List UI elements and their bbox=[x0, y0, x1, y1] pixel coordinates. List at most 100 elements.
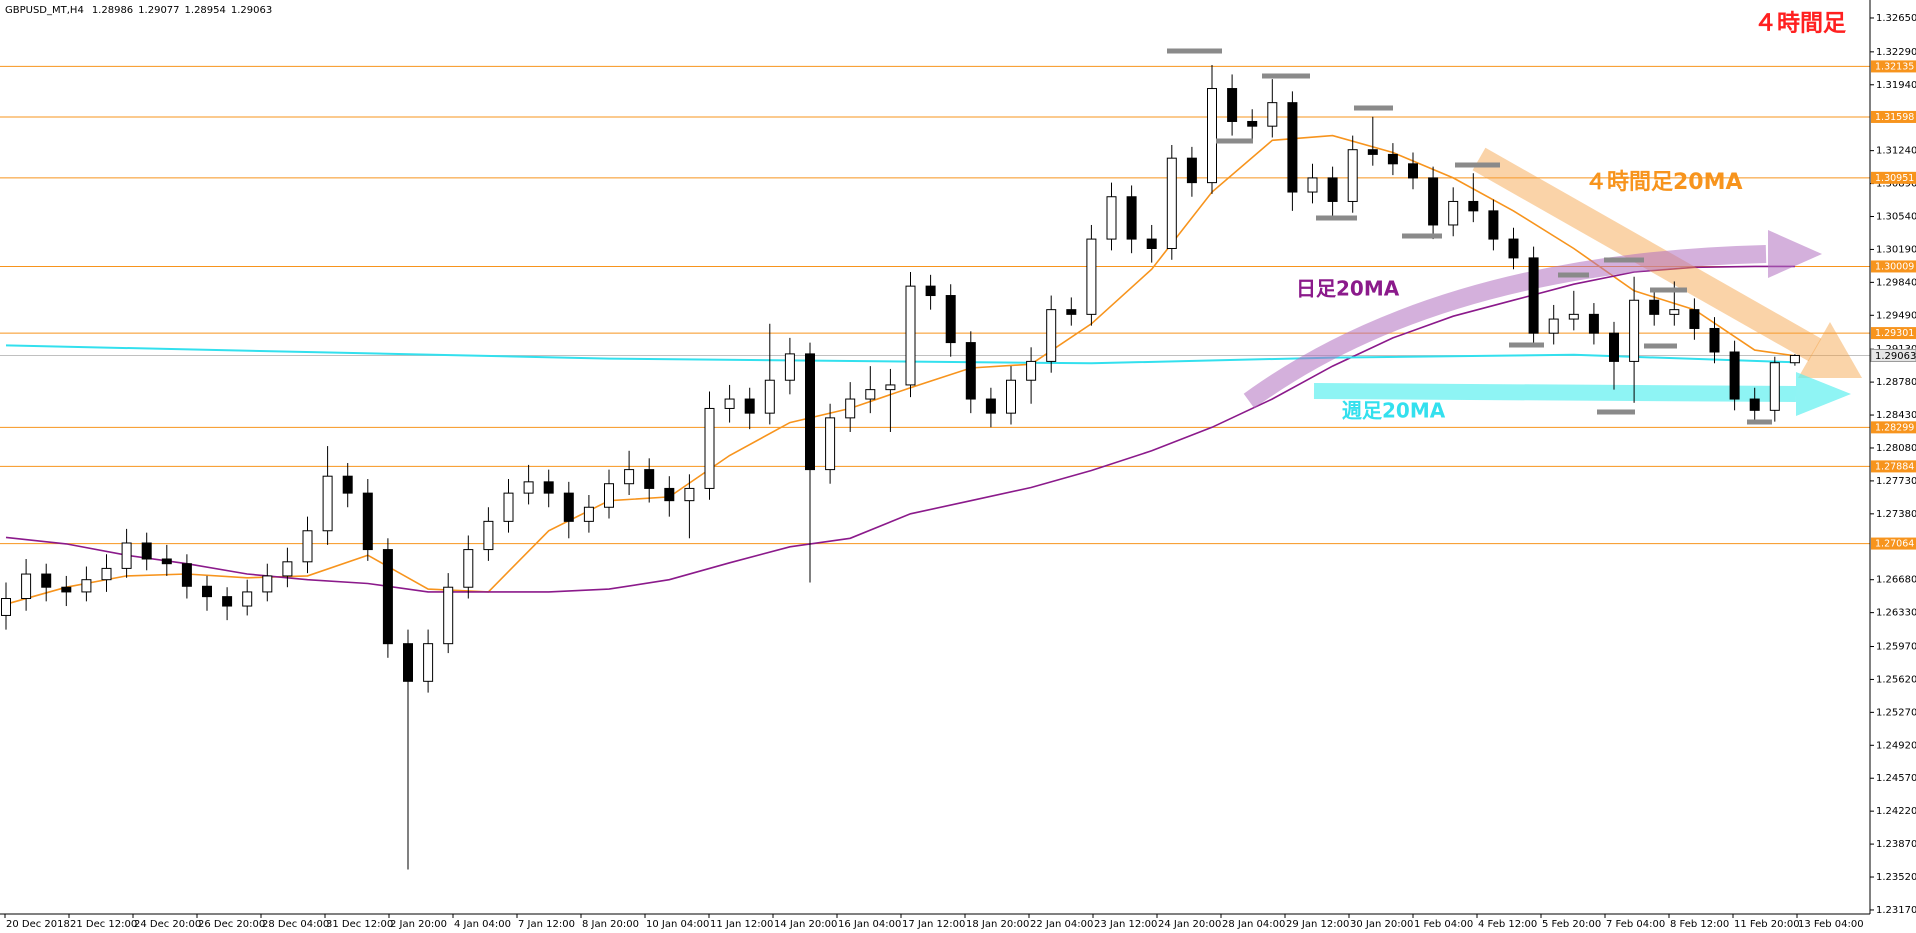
x-tick-label: 10 Jan 04:00 bbox=[646, 919, 709, 930]
candle-body bbox=[1126, 196, 1137, 240]
y-tick-label: 1.27730 bbox=[1876, 476, 1916, 487]
candle-body bbox=[1066, 309, 1077, 315]
y-tick-label: 1.25970 bbox=[1876, 641, 1916, 652]
candle-body bbox=[1508, 238, 1519, 259]
candle-body bbox=[523, 481, 534, 494]
candle-body bbox=[1046, 309, 1057, 362]
ma-label: 週足20MA bbox=[1342, 399, 1446, 423]
swing-markers bbox=[1167, 48, 1772, 425]
candle-body bbox=[865, 389, 876, 400]
candle-body bbox=[1729, 351, 1740, 400]
y-tick-label: 1.24220 bbox=[1876, 806, 1916, 817]
symbol: GBPUSD_MT,H4 bbox=[5, 5, 84, 16]
candle-body bbox=[1166, 157, 1177, 249]
time-axis-panel bbox=[0, 914, 1916, 933]
y-tick-label: 1.24570 bbox=[1876, 773, 1916, 784]
candle-body bbox=[1428, 177, 1439, 226]
candle-body bbox=[925, 285, 936, 297]
level-box bbox=[1871, 460, 1916, 473]
candle-body bbox=[1207, 88, 1217, 184]
ma-line bbox=[5, 265, 1795, 593]
y-tick-label: 1.28780 bbox=[1876, 377, 1916, 388]
candle-body bbox=[1327, 177, 1338, 202]
candle-body bbox=[161, 558, 172, 565]
level-box bbox=[1871, 421, 1916, 434]
candle-body bbox=[181, 563, 192, 587]
level-labels: 1.32135 1.31598 1.30951 1.30009 1.29301 1.282… bbox=[1870, 60, 1916, 550]
level-box bbox=[1871, 260, 1916, 273]
candle-body bbox=[1588, 313, 1599, 334]
candle-body bbox=[985, 398, 996, 414]
ma-label: ４時間足20MA bbox=[1585, 170, 1743, 195]
y-tick-label: 1.28430 bbox=[1876, 410, 1916, 421]
candle-body bbox=[483, 520, 494, 551]
candle-body bbox=[1448, 200, 1459, 226]
candle-body bbox=[1006, 379, 1016, 414]
arrow-4h-head bbox=[1798, 322, 1862, 378]
x-tick-label: 23 Jan 12:00 bbox=[1094, 919, 1157, 930]
x-tick-label: 1 Feb 04:00 bbox=[1414, 919, 1473, 930]
candle-body bbox=[885, 384, 896, 391]
candle-body bbox=[1488, 210, 1499, 240]
candle-body bbox=[1267, 102, 1278, 127]
x-tick-label: 21 Dec 12:00 bbox=[70, 919, 137, 930]
candle-body bbox=[41, 573, 52, 588]
y-tick-label: 1.30190 bbox=[1876, 244, 1916, 255]
candle-body bbox=[1387, 153, 1398, 165]
current-price-label: 1.29063 bbox=[1875, 351, 1916, 362]
candle-body bbox=[1, 598, 11, 616]
candle-body bbox=[563, 492, 574, 522]
x-tick-label: 17 Jan 12:00 bbox=[902, 919, 965, 930]
candle-body bbox=[543, 481, 554, 494]
candle-body bbox=[1789, 354, 1800, 364]
ma-labels: ４時間足20MA 日足20MA 週足20MA bbox=[1296, 170, 1743, 423]
candle-body bbox=[101, 567, 112, 581]
candle-body bbox=[1749, 398, 1760, 411]
y-tick-label: 1.24920 bbox=[1876, 740, 1916, 751]
y-tick-label: 1.26680 bbox=[1876, 575, 1916, 586]
level-box bbox=[1871, 110, 1916, 123]
x-tick-label: 24 Dec 20:00 bbox=[134, 919, 201, 930]
x-tick-label: 26 Dec 20:00 bbox=[198, 919, 265, 930]
candle-body bbox=[1468, 200, 1479, 212]
current-price-box bbox=[1870, 348, 1916, 362]
candle-body bbox=[81, 579, 92, 593]
level-label: 1.30951 bbox=[1875, 173, 1914, 184]
level-box bbox=[1871, 171, 1916, 184]
candle-body bbox=[1548, 318, 1559, 334]
candle-body bbox=[945, 295, 956, 344]
y-tick-label: 1.26330 bbox=[1876, 608, 1916, 619]
x-tick-label: 8 Feb 12:00 bbox=[1670, 919, 1729, 930]
candle-body bbox=[764, 379, 775, 414]
candle-body bbox=[825, 417, 836, 471]
candle-body bbox=[302, 530, 313, 563]
candle-body bbox=[262, 575, 273, 593]
candle-body bbox=[1247, 120, 1258, 127]
level-label: 1.27064 bbox=[1875, 539, 1914, 550]
x-tick-label: 7 Jan 12:00 bbox=[518, 919, 575, 930]
candle-body bbox=[403, 643, 413, 682]
candle-body bbox=[242, 591, 253, 607]
level-box bbox=[1871, 537, 1916, 550]
level-label: 1.31598 bbox=[1875, 112, 1914, 123]
candle-body bbox=[905, 285, 916, 386]
x-tick-label: 31 Dec 12:00 bbox=[326, 919, 393, 930]
candle-body bbox=[1086, 238, 1097, 315]
candle-body bbox=[604, 483, 614, 508]
candle-body bbox=[704, 407, 715, 489]
candle-body bbox=[443, 586, 454, 645]
candle-body bbox=[1106, 196, 1117, 240]
close: 1.29063 bbox=[231, 5, 272, 16]
level-label: 1.28299 bbox=[1875, 422, 1914, 433]
y-tick-label: 1.32290 bbox=[1876, 47, 1916, 58]
y-tick-label: 1.31240 bbox=[1876, 146, 1916, 157]
candle-body bbox=[583, 506, 594, 522]
arrows bbox=[1243, 147, 1862, 416]
high: 1.29077 bbox=[138, 5, 179, 16]
candle-body bbox=[322, 475, 333, 532]
candle-body bbox=[382, 549, 393, 645]
candle-body bbox=[784, 353, 795, 381]
x-tick-label: 11 Feb 20:00 bbox=[1734, 919, 1800, 930]
y-tick-label: 1.31940 bbox=[1876, 80, 1916, 91]
candle-body bbox=[282, 561, 293, 577]
